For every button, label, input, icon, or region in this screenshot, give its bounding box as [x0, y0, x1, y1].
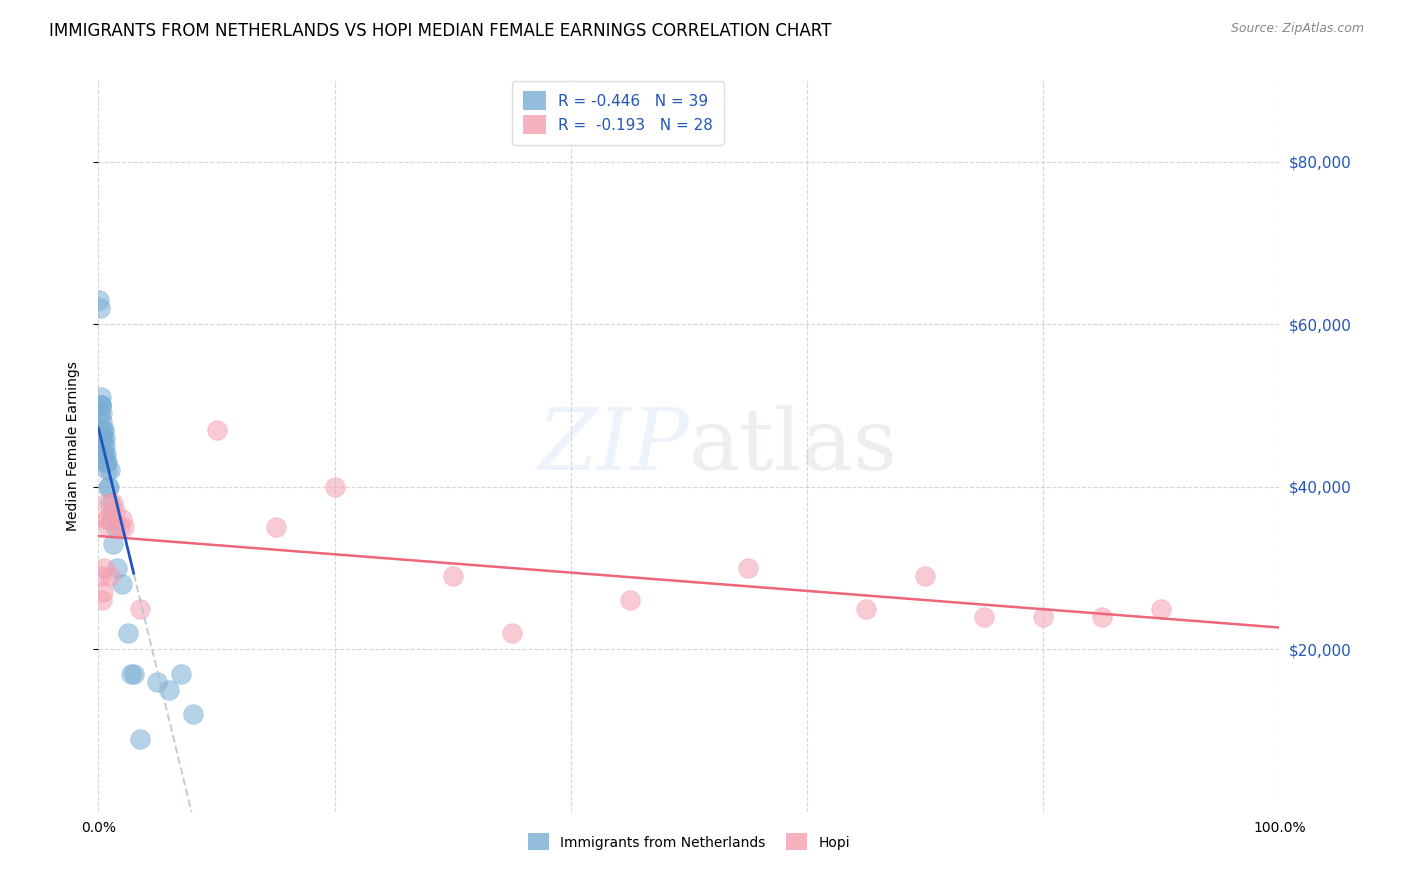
Point	[111, 512, 134, 526]
Text: atlas: atlas	[689, 404, 898, 488]
Point	[91, 423, 114, 437]
Point	[170, 666, 193, 681]
Text: Source: ZipAtlas.com: Source: ZipAtlas.com	[1230, 22, 1364, 36]
Point	[122, 666, 145, 681]
Point	[89, 293, 111, 307]
Point	[90, 398, 112, 412]
Point	[1150, 601, 1173, 615]
Point	[111, 577, 134, 591]
Point	[98, 463, 121, 477]
Point	[91, 431, 114, 445]
Point	[855, 601, 877, 615]
Point	[93, 423, 115, 437]
Point	[91, 407, 114, 421]
Point	[93, 447, 115, 461]
Point	[146, 674, 169, 689]
Point	[121, 666, 143, 681]
Point	[96, 455, 118, 469]
Point	[441, 569, 464, 583]
Point	[97, 480, 120, 494]
Point	[90, 415, 112, 429]
Text: ZIP: ZIP	[537, 405, 689, 487]
Point	[98, 496, 121, 510]
Point	[323, 480, 346, 494]
Point	[619, 593, 641, 607]
Point	[91, 447, 114, 461]
Point	[96, 512, 118, 526]
Point	[128, 601, 150, 615]
Point	[90, 398, 112, 412]
Point	[117, 626, 139, 640]
Point	[1091, 609, 1114, 624]
Point	[91, 431, 114, 445]
Point	[101, 536, 124, 550]
Point	[93, 561, 115, 575]
Point	[94, 496, 117, 510]
Point	[91, 593, 114, 607]
Point	[105, 561, 128, 575]
Point	[93, 455, 115, 469]
Point	[973, 609, 995, 624]
Text: IMMIGRANTS FROM NETHERLANDS VS HOPI MEDIAN FEMALE EARNINGS CORRELATION CHART: IMMIGRANTS FROM NETHERLANDS VS HOPI MEDI…	[49, 22, 831, 40]
Point	[914, 569, 936, 583]
Point	[94, 439, 117, 453]
Point	[94, 455, 117, 469]
Point	[112, 520, 135, 534]
Point	[96, 463, 118, 477]
Point	[94, 512, 117, 526]
Point	[90, 569, 112, 583]
Point	[90, 398, 112, 412]
Point	[93, 439, 115, 453]
Point	[100, 512, 122, 526]
Point	[89, 301, 111, 315]
Point	[94, 447, 117, 461]
Point	[181, 707, 204, 722]
Point	[157, 682, 180, 697]
Point	[501, 626, 523, 640]
Point	[90, 390, 112, 404]
Point	[93, 431, 115, 445]
Point	[89, 423, 111, 437]
Legend: Immigrants from Netherlands, Hopi: Immigrants from Netherlands, Hopi	[523, 828, 855, 856]
Point	[108, 520, 131, 534]
Y-axis label: Median Female Earnings: Median Female Earnings	[66, 361, 80, 531]
Point	[104, 520, 127, 534]
Point	[101, 496, 124, 510]
Point	[91, 585, 114, 599]
Point	[98, 569, 121, 583]
Point	[737, 561, 759, 575]
Point	[205, 423, 228, 437]
Point	[264, 520, 287, 534]
Point	[104, 504, 127, 518]
Point	[1032, 609, 1054, 624]
Point	[97, 520, 120, 534]
Point	[89, 407, 111, 421]
Point	[98, 480, 121, 494]
Point	[128, 731, 150, 746]
